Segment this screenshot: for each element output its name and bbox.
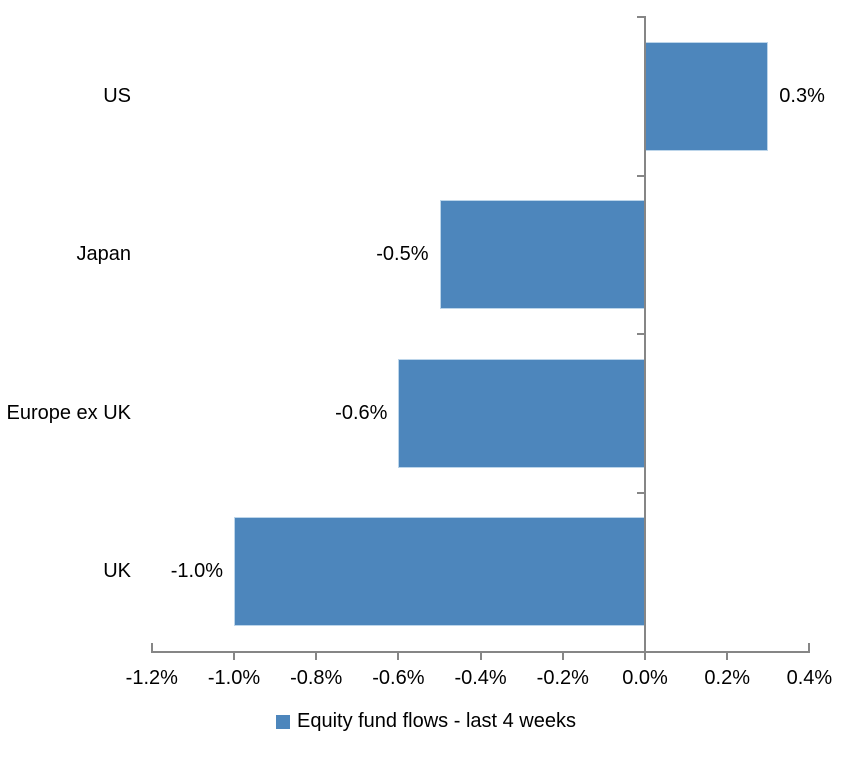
x-axis-tick <box>233 653 235 660</box>
x-axis-tick <box>315 653 318 660</box>
bar-uk <box>234 517 645 627</box>
x-axis-tick <box>726 653 729 660</box>
legend: Equity fund flows - last 4 weeks <box>0 710 852 733</box>
category-axis-tick <box>637 16 644 18</box>
category-label-japan: Japan <box>76 243 132 266</box>
x-tick-label--0-6-: -0.6% <box>372 667 425 689</box>
category-axis-line <box>644 16 646 660</box>
x-axis-line <box>150 651 811 653</box>
x-axis-tick <box>479 653 482 660</box>
x-axis-endcap <box>150 643 153 651</box>
category-axis-tick <box>637 491 644 494</box>
bar-japan <box>439 200 645 310</box>
x-tick-label--1-0-: -1.0% <box>207 667 261 689</box>
data-label-europe-ex-uk: -0.6% <box>335 401 388 424</box>
category-label-uk: UK <box>103 560 131 583</box>
data-label-japan: -0.5% <box>376 243 429 266</box>
x-axis-tick <box>561 653 564 660</box>
category-label-us: US <box>103 84 131 107</box>
bar-us <box>645 41 769 151</box>
x-axis-endcap <box>808 643 811 651</box>
x-tick-label--1-2-: -1.2% <box>125 667 178 689</box>
data-label-us: 0.3% <box>779 84 825 107</box>
x-tick-label-0-4-: 0.4% <box>786 667 833 689</box>
legend-swatch-icon <box>275 714 290 729</box>
x-tick-label--0-8-: -0.8% <box>290 667 343 689</box>
category-axis-tick <box>637 174 644 177</box>
category-axis-tick <box>637 333 644 335</box>
x-tick-label-0-2-: 0.2% <box>704 667 750 689</box>
bar-europe-ex-uk <box>398 358 645 468</box>
x-tick-label--0-4-: -0.4% <box>454 667 507 689</box>
legend-label: Equity fund flows - last 4 weeks <box>296 710 576 732</box>
x-tick-label-0-0-: 0.0% <box>622 667 668 689</box>
x-axis-tick <box>397 653 400 660</box>
category-label-europe-ex-uk: Europe ex UK <box>6 401 131 424</box>
x-tick-label--0-2-: -0.2% <box>536 667 589 689</box>
data-label-uk: -1.0% <box>170 560 223 583</box>
